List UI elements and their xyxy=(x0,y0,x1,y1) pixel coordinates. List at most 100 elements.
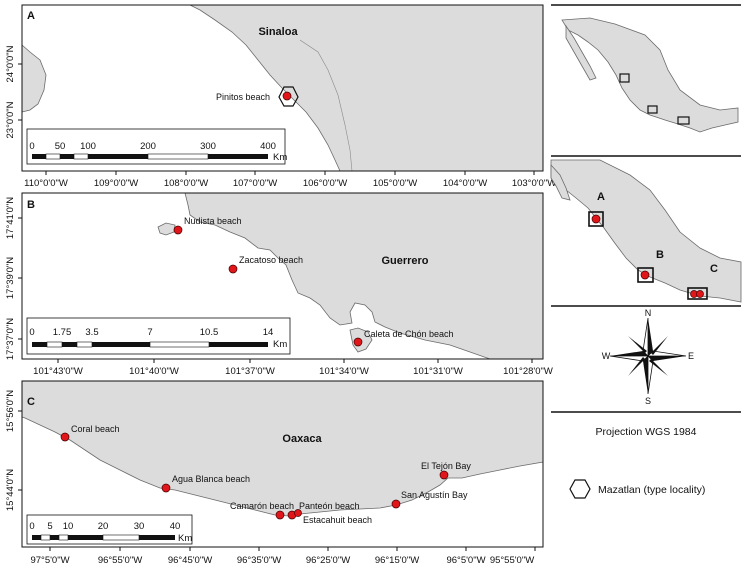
x-tick-label: 109°0'0"W xyxy=(94,178,138,189)
zoomed-baja-land xyxy=(550,163,571,201)
panel-c-letter: C xyxy=(27,396,35,408)
x-tick-label: 97°5'0"W xyxy=(30,555,69,566)
overview-site-b xyxy=(640,270,650,280)
x-tick-label: 96°15'0"W xyxy=(375,555,419,566)
x-tick-label: 110°0'0"W xyxy=(24,178,68,189)
overview-letter-b: B xyxy=(656,249,664,261)
mexico-overview-land xyxy=(561,17,739,133)
compass-w: W xyxy=(602,351,611,361)
x-tick-label: 101°37'0"W xyxy=(225,366,275,377)
x-tick-label: 101°40'0"W xyxy=(129,366,179,377)
projection-label: Projection WGS 1984 xyxy=(596,426,697,438)
overview-letter-a: A xyxy=(597,191,605,203)
scale-tick: 200 xyxy=(140,141,156,152)
scale-tick: 10.5 xyxy=(200,327,219,338)
baja-peninsula-land xyxy=(21,44,47,113)
scale-tick: 0 xyxy=(29,327,34,338)
compass-rose-icon xyxy=(609,317,687,395)
site-label-zacatoso-beach: Zacatoso beach xyxy=(239,255,303,265)
overview-box-a xyxy=(588,211,604,227)
site-marker-agua-blanca-beach xyxy=(161,483,171,493)
overview-site-c-2 xyxy=(696,290,704,298)
site-label-camaron-beach: Camarón beach xyxy=(230,501,294,511)
scale-unit: Km xyxy=(273,152,287,163)
site-label-estacahuit-beach: Estacahuit beach xyxy=(303,515,372,525)
panel-c-region-label: Oaxaca xyxy=(282,433,322,445)
scale-bar xyxy=(32,341,268,348)
overview-locator-a xyxy=(619,73,630,83)
scale-tick: 3.5 xyxy=(85,327,98,338)
hexagon-icon xyxy=(569,479,591,499)
legend-label: Mazatlan (type locality) xyxy=(598,484,705,496)
state-border-line xyxy=(299,39,353,172)
x-tick-label: 107°0'0"W xyxy=(233,178,277,189)
scale-tick: 14 xyxy=(263,327,274,338)
y-tick-label: 17°41'0"N xyxy=(5,197,16,239)
x-tick-label: 95°55'0"W xyxy=(490,555,534,566)
inset-column: A B C N S E W Projection WGS 1984 xyxy=(550,4,742,499)
site-label-coral-beach: Coral beach xyxy=(71,424,120,434)
x-axis-ticks-a xyxy=(45,171,535,175)
panel-b-frame xyxy=(21,192,544,360)
guerrero-land xyxy=(184,192,544,360)
site-label-panteon-beach: Panteón beach xyxy=(299,501,360,511)
overview-letter-c: C xyxy=(710,263,718,275)
site-marker-san-agustin-bay xyxy=(391,499,401,509)
x-tick-label: 96°25'0"W xyxy=(306,555,350,566)
site-label-san-agustin-bay: San Agustín Bay xyxy=(401,490,468,500)
scale-bar xyxy=(32,153,268,160)
panel-a-letter: A xyxy=(27,10,35,22)
compass-e: E xyxy=(688,351,694,361)
scale-unit: Km xyxy=(273,339,287,350)
overview-locator-b xyxy=(647,105,658,114)
x-tick-label: 108°0'0"W xyxy=(164,178,208,189)
site-label-nudista-beach: Nudista beach xyxy=(184,216,242,226)
scale-tick: 50 xyxy=(55,141,66,152)
panel-b: B Guerrero Nudista beach Zacatoso beach … xyxy=(5,192,553,377)
overview-locator-c xyxy=(677,116,690,125)
scale-tick: 5 xyxy=(47,521,52,532)
y-tick-label: 15°44'0"N xyxy=(5,469,16,511)
scale-tick: 30 xyxy=(134,521,145,532)
y-tick-label: 17°39'0"N xyxy=(5,257,16,299)
scale-tick: 7 xyxy=(147,327,152,338)
scale-tick: 100 xyxy=(80,141,96,152)
overview-box-c xyxy=(687,287,708,300)
scale-tick: 40 xyxy=(170,521,181,532)
scale-tick: 20 xyxy=(98,521,109,532)
scale-bar-box xyxy=(26,317,291,355)
site-marker-caleta-de-chon-beach xyxy=(353,337,363,347)
panel-a-frame xyxy=(21,4,544,172)
x-tick-label: 103°0'0"W xyxy=(512,178,556,189)
scale-tick: 1.75 xyxy=(53,327,72,338)
site-marker-zacatoso-beach xyxy=(228,264,238,274)
panel-c: C Oaxaca Coral beach Agua Blanca beach C… xyxy=(5,380,544,566)
x-tick-label: 96°5'0"W xyxy=(446,555,485,566)
scale-tick: 0 xyxy=(29,141,34,152)
site-marker-coral-beach xyxy=(60,432,70,442)
x-tick-label: 101°43'0"W xyxy=(33,366,83,377)
panel-c-frame xyxy=(21,380,544,548)
site-marker-nudista-beach xyxy=(173,225,183,235)
x-tick-label: 96°35'0"W xyxy=(237,555,281,566)
site-marker-el-tejon-bay xyxy=(439,470,449,480)
zoomed-overview-land xyxy=(550,159,742,303)
panel-b-region-label: Guerrero xyxy=(381,255,428,267)
scale-bar xyxy=(32,534,175,541)
x-tick-label: 104°0'0"W xyxy=(443,178,487,189)
x-tick-label: 101°34'0"W xyxy=(319,366,369,377)
x-tick-label: 96°45'0"W xyxy=(168,555,212,566)
type-locality-hexagon xyxy=(278,86,299,107)
scale-tick: 400 xyxy=(260,141,276,152)
site-label-caleta-de-chon-beach: Caleta de Chón beach xyxy=(364,329,454,339)
overview-box-b xyxy=(637,267,654,283)
overview-site-a xyxy=(591,214,601,224)
panel-a-region-label: Sinaloa xyxy=(258,26,298,38)
panel-a: A Sinaloa Pinitos beach 0 50 100 200 300… xyxy=(5,4,556,189)
x-tick-label: 101°31'0"W xyxy=(413,366,463,377)
scale-unit: Km xyxy=(178,533,192,544)
x-axis-ticks-c xyxy=(49,547,536,551)
scale-tick: 0 xyxy=(29,521,34,532)
nudista-islet-land xyxy=(157,222,176,236)
